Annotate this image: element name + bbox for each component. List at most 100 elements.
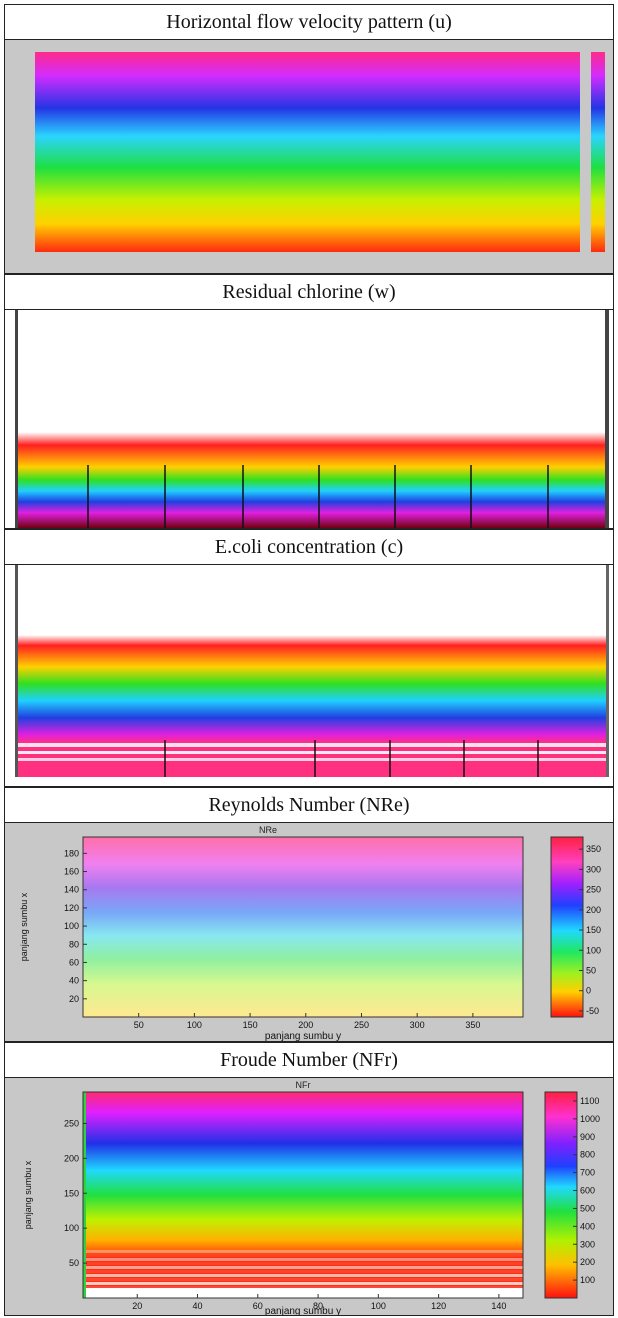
y-tick-label: 20 xyxy=(69,994,79,1004)
froude-heatmap: NFr 20 40 60 80 100 120 140 50 100 150 200 250 pan… xyxy=(23,1080,600,1315)
panel-froude: Froude Number (NFr) xyxy=(4,1042,614,1316)
colorbar-tick-label: 50 xyxy=(586,965,596,975)
y-tick-label: 200 xyxy=(64,1153,79,1163)
panel-velocity: Horizontal flow velocity pattern (u) xyxy=(4,4,614,274)
panel-title: Reynolds Number (NRe) xyxy=(5,788,613,823)
stripe xyxy=(83,1270,523,1273)
colorbar-tick-label: 100 xyxy=(580,1275,595,1285)
plot-area xyxy=(15,310,609,528)
x-tick-label: 120 xyxy=(431,1301,446,1311)
colorbar-tick-label: 100 xyxy=(586,945,601,955)
y-tick-label: 180 xyxy=(64,848,79,858)
y-tick-label: 40 xyxy=(69,976,79,986)
x-tick-label: 140 xyxy=(491,1301,506,1311)
x-tick-label: 150 xyxy=(243,1020,258,1030)
plot-area xyxy=(15,565,609,777)
ecoli-heatmap xyxy=(15,565,609,777)
stripe xyxy=(83,1262,523,1265)
stripe-white xyxy=(83,1288,523,1298)
velocity-heatmap xyxy=(35,52,605,252)
y-axis-label: panjang sumbu x xyxy=(23,1160,33,1229)
y-tick-label: 100 xyxy=(64,1223,79,1233)
colorbar-tick-label: 1000 xyxy=(580,1114,600,1124)
reynolds-heatmap: NRe 50 100 150 200 250 300 350 20 40 60 80 100 120 1… xyxy=(19,825,601,1041)
colorbar-tick-label: 900 xyxy=(580,1132,595,1142)
colorbar xyxy=(591,52,605,252)
y-tick-labels: 20 40 60 80 100 120 140 160 180 xyxy=(64,848,87,1004)
panel-title: E.coli concentration (c) xyxy=(5,530,613,565)
stripe xyxy=(83,1274,523,1277)
panel-chlorine: Residual chlorine (w) xyxy=(4,274,614,529)
stripe xyxy=(83,1250,523,1253)
x-tick-labels: 50 100 150 200 250 300 350 xyxy=(134,1013,480,1030)
grid-lines xyxy=(87,465,549,528)
y-tick-labels: 50 100 150 200 250 xyxy=(64,1118,87,1268)
plot-frame xyxy=(82,1091,524,1299)
x-tick-label: 250 xyxy=(354,1020,369,1030)
panel-title: Horizontal flow velocity pattern (u) xyxy=(5,5,613,40)
x-tick-label: 200 xyxy=(298,1020,313,1030)
colorbar-tick-labels: 100 200 300 400 500 600 700 800 900 1000 1100 xyxy=(573,1096,600,1285)
x-tick-label: 80 xyxy=(313,1301,323,1311)
plot-area xyxy=(82,836,524,1018)
x-tick-label: 20 xyxy=(132,1301,142,1311)
right-edge xyxy=(606,565,609,777)
y-tick-label: 140 xyxy=(64,885,79,895)
colorbar xyxy=(544,1091,578,1299)
panel-ecoli: E.coli concentration (c) xyxy=(4,529,614,787)
colorbar-tick-label: 200 xyxy=(586,905,601,915)
plot-title: NFr xyxy=(296,1080,311,1090)
colorbar-tick-label: 800 xyxy=(580,1150,595,1160)
stripe xyxy=(83,1266,523,1269)
y-tick-label: 50 xyxy=(69,1258,79,1268)
colorbar-tick-labels: -50 0 50 100 150 200 250 300 350 xyxy=(579,844,601,1016)
colorbar-tick-label: 1100 xyxy=(580,1096,599,1106)
left-edge xyxy=(83,1092,86,1298)
x-tick-label: 60 xyxy=(253,1301,263,1311)
x-axis-label: panjang sumbu y xyxy=(265,1031,341,1041)
bottom-stripes xyxy=(83,1092,523,1298)
x-tick-label: 40 xyxy=(193,1301,203,1311)
plot-title: NRe xyxy=(259,825,277,835)
x-tick-label: 300 xyxy=(410,1020,425,1030)
x-tick-labels: 20 40 60 80 100 120 140 xyxy=(132,1294,506,1311)
colorbar-tick-label: 300 xyxy=(580,1239,595,1249)
colorbar-tick-label: 600 xyxy=(580,1186,595,1196)
chlorine-heatmap xyxy=(15,310,609,528)
right-edge xyxy=(605,310,609,528)
colorbar xyxy=(550,836,584,1018)
grid-lines xyxy=(164,740,539,777)
panel-title: Residual chlorine (w) xyxy=(5,275,613,310)
colorbar-tick-label: 0 xyxy=(586,986,591,996)
colorbar-tick-label: 500 xyxy=(580,1203,595,1213)
colorbar-tick-label: 300 xyxy=(586,864,601,874)
y-tick-label: 250 xyxy=(64,1118,79,1128)
colorbar-tick-label: -50 xyxy=(586,1006,599,1016)
y-tick-label: 150 xyxy=(64,1188,79,1198)
stripe xyxy=(83,1286,523,1289)
y-tick-label: 80 xyxy=(69,939,79,949)
panel-reynolds: Reynolds Number (NRe) xyxy=(4,787,614,1042)
plot-area xyxy=(35,52,580,252)
stripe xyxy=(83,1258,523,1261)
colorbar-tick-label: 250 xyxy=(586,885,601,895)
bottom-stripes xyxy=(18,743,606,761)
colorbar-tick-label: 700 xyxy=(580,1168,595,1178)
y-axis-label: panjang sumbu x xyxy=(19,892,29,961)
y-tick-label: 160 xyxy=(64,867,79,877)
colorbar-tick-label: 350 xyxy=(586,844,601,854)
left-edge xyxy=(15,310,18,528)
x-tick-label: 350 xyxy=(465,1020,480,1030)
y-tick-label: 100 xyxy=(64,921,79,931)
panel-title: Froude Number (NFr) xyxy=(5,1043,613,1078)
left-edge xyxy=(15,565,18,777)
colorbar-tick-label: 400 xyxy=(580,1221,595,1231)
x-axis-label: panjang sumbu y xyxy=(265,1306,341,1315)
y-tick-label: 120 xyxy=(64,903,79,913)
stripe xyxy=(83,1254,523,1257)
stripe xyxy=(83,1282,523,1285)
stripe xyxy=(83,1278,523,1281)
y-tick-label: 60 xyxy=(69,957,79,967)
x-tick-label: 100 xyxy=(187,1020,202,1030)
colorbar-tick-label: 200 xyxy=(580,1257,595,1267)
